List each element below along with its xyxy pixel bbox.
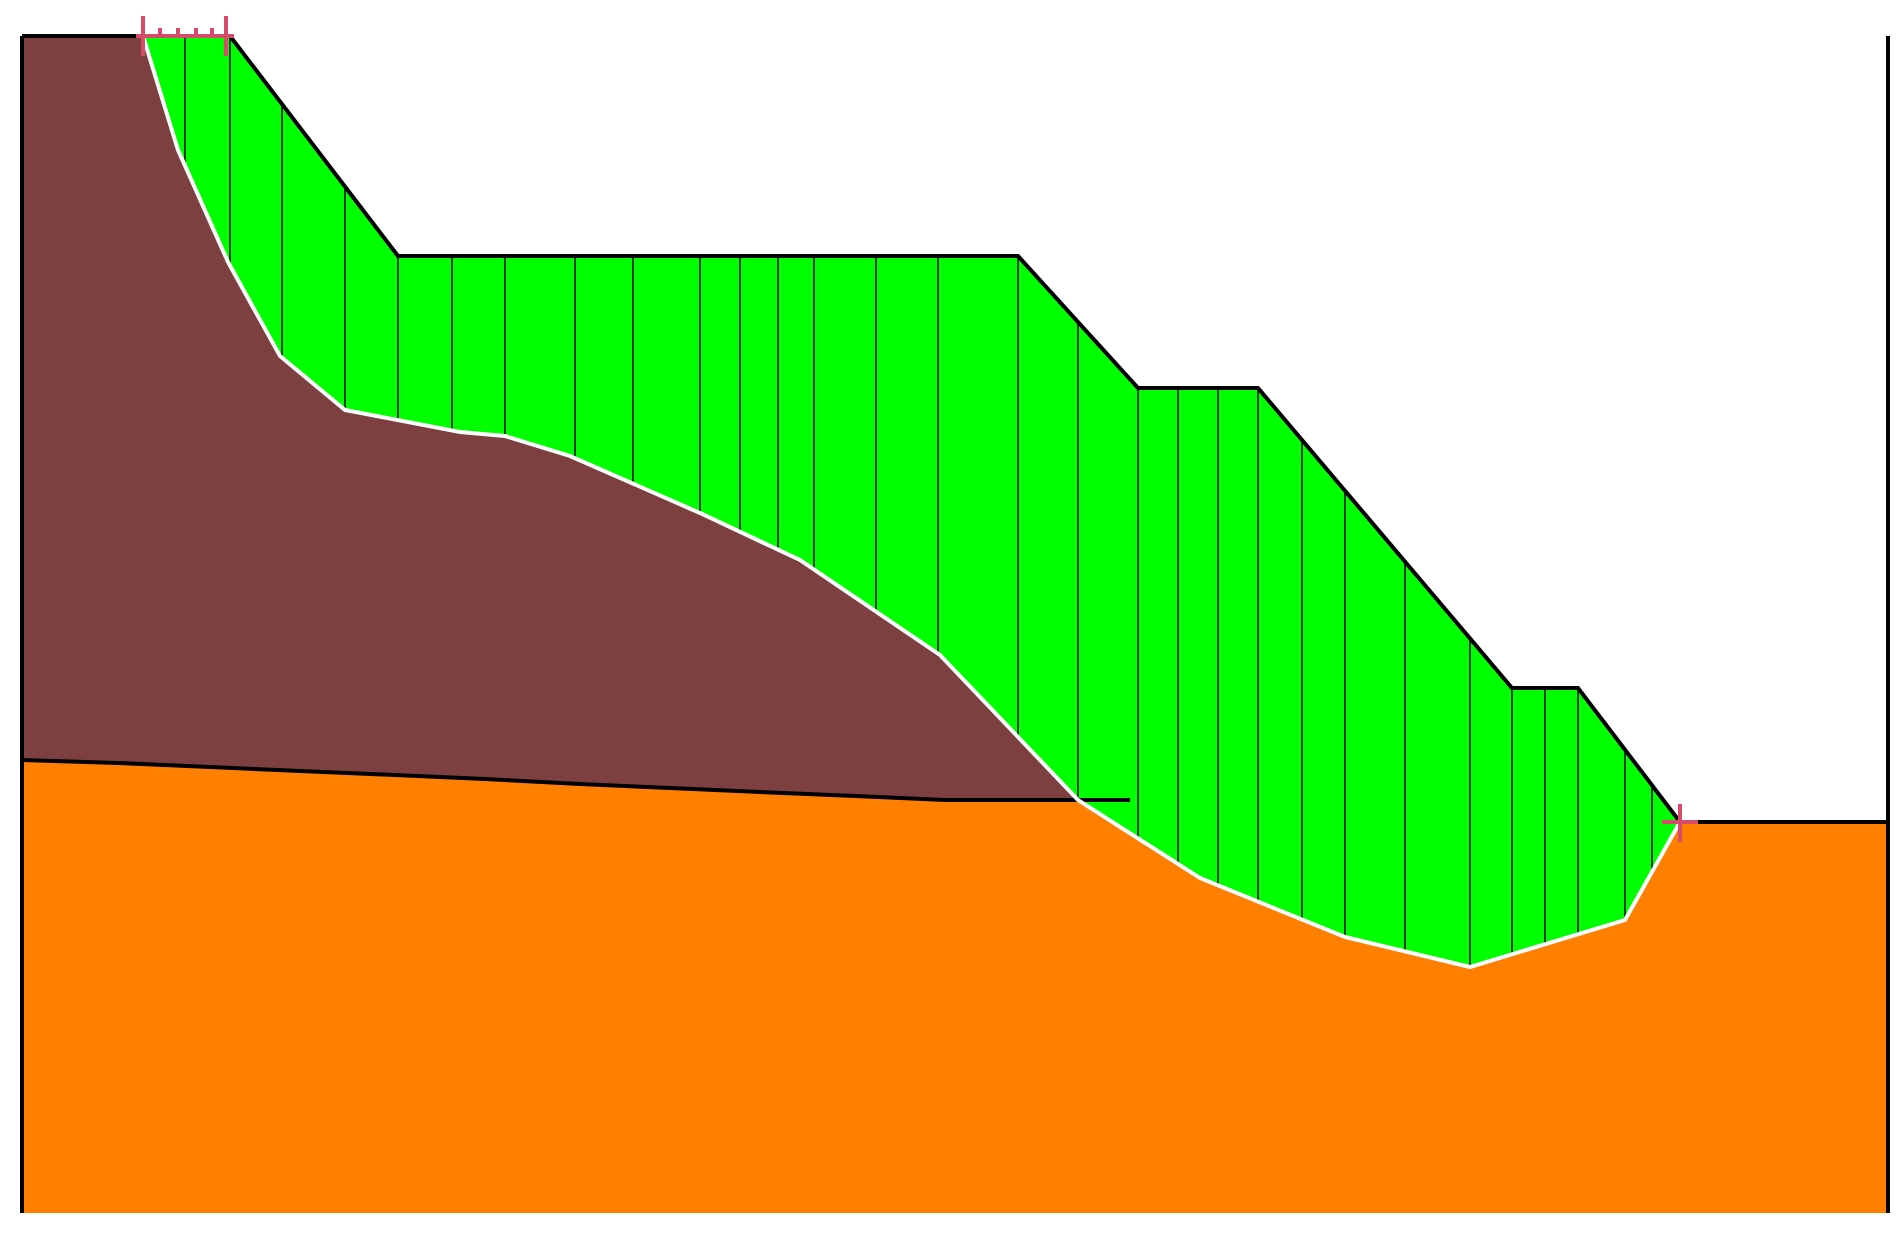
slice-lines: [184, 36, 1653, 967]
sliding-mass: [143, 36, 1680, 967]
slip-surface-line: [141, 35, 1682, 970]
upper-soil-layer: [22, 36, 1130, 800]
layer-boundary-line: [21, 758, 1130, 802]
lower-soil-layer: [22, 760, 1888, 1213]
markers: [136, 16, 1698, 842]
section-frame: [20, 34, 1890, 1215]
